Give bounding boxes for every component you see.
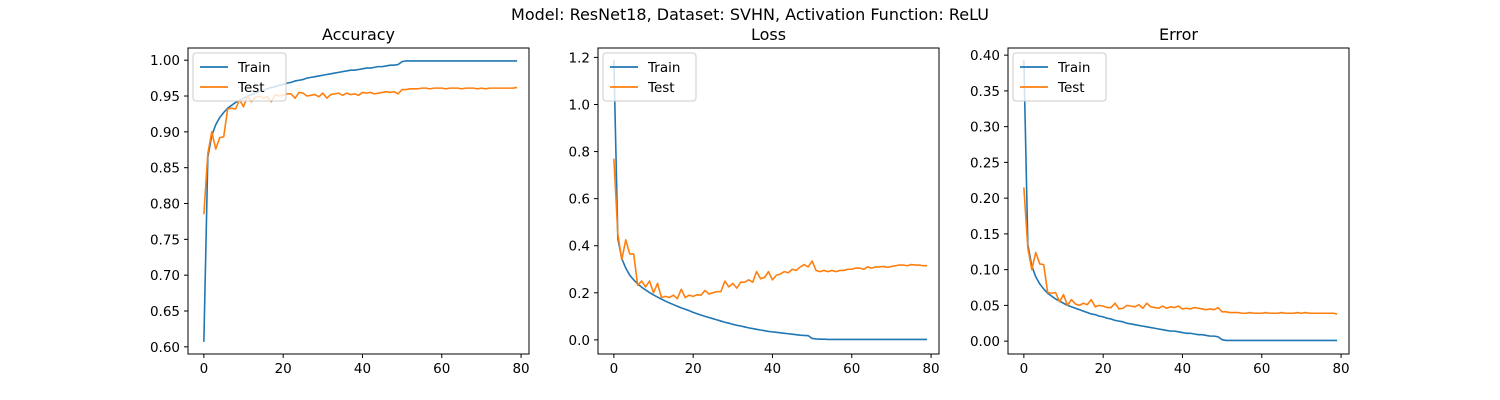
- loss-y-tick-label: 0.8: [569, 145, 590, 161]
- loss-legend-box: [602, 52, 697, 102]
- error-y-tick-label: 0.25: [970, 155, 1000, 171]
- loss-series-test-line: [613, 158, 928, 300]
- accuracy-y-tick-label: 0.75: [150, 232, 180, 248]
- error-y-tick-label: 0.10: [970, 263, 1000, 279]
- accuracy-y-tick-label: 0.80: [150, 197, 180, 213]
- error-legend-test-label: Test: [1057, 80, 1085, 96]
- error-x-tick-label: 0: [1020, 361, 1029, 377]
- loss-x-tick-label: 60: [843, 361, 860, 377]
- accuracy-y-tick-label: 0.70: [150, 268, 180, 284]
- error-y-tick-label: 0.40: [970, 48, 1000, 64]
- error-y-tick-label: 0.35: [970, 84, 1000, 100]
- error-title: Error: [1159, 25, 1198, 44]
- loss-y-tick-label: 1.2: [569, 50, 590, 66]
- error-legend: Train Test: [1012, 52, 1107, 102]
- accuracy-x-tick-label: 20: [275, 361, 292, 377]
- loss-legend: Train Test: [602, 52, 697, 102]
- error-series-test-line: [1023, 187, 1338, 315]
- accuracy-x-tick-label: 60: [433, 361, 450, 377]
- loss-x-tick-label: 20: [685, 361, 702, 377]
- error-x-tick-label: 60: [1253, 361, 1270, 377]
- error-axes-frame: [1007, 47, 1350, 355]
- loss-y-tick-label: 0.2: [569, 286, 590, 302]
- loss-x-tick-label: 40: [764, 361, 781, 377]
- loss-x-tick-label: 0: [610, 361, 619, 377]
- accuracy-y-tick-label: 0.95: [150, 89, 180, 105]
- error-legend-train-label: Train: [1057, 60, 1090, 76]
- error-y-tick-label: 0.30: [970, 120, 1000, 136]
- accuracy-y-tick-label: 1.00: [150, 53, 180, 69]
- loss-legend-test-label: Test: [647, 80, 675, 96]
- accuracy-y-tick-label: 0.85: [150, 161, 180, 177]
- loss-axes-frame: [597, 47, 940, 355]
- figure-title: Model: ResNet18, Dataset: SVHN, Activati…: [511, 5, 989, 24]
- loss-x-tick-label: 80: [922, 361, 939, 377]
- accuracy-x-tick-label: 40: [354, 361, 371, 377]
- error-x-tick-label: 80: [1332, 361, 1349, 377]
- error-y-tick-label: 0.05: [970, 298, 1000, 314]
- accuracy-title: Accuracy: [322, 25, 395, 44]
- loss-y-tick-label: 0.6: [569, 192, 590, 208]
- accuracy-y-tick-label: 0.60: [150, 340, 180, 356]
- accuracy-legend-box: [192, 52, 287, 102]
- error-x-tick-label: 20: [1095, 361, 1112, 377]
- accuracy-legend-test-label: Test: [237, 80, 265, 96]
- error-series-train-line: [1023, 60, 1338, 342]
- accuracy-y-tick-label: 0.65: [150, 304, 180, 320]
- loss-series-train-line: [613, 59, 928, 341]
- loss-legend-train-label: Train: [647, 60, 680, 76]
- accuracy-y-tick-label: 0.90: [150, 125, 180, 141]
- error-y-tick-label: 0.20: [970, 191, 1000, 207]
- accuracy-legend: Train Test: [192, 52, 287, 102]
- loss-title: Loss: [751, 25, 786, 44]
- loss-y-tick-label: 0.0: [569, 333, 590, 349]
- error-y-tick-label: 0.15: [970, 227, 1000, 243]
- error-y-tick-label: 0.00: [970, 334, 1000, 350]
- loss-y-tick-label: 1.0: [569, 97, 590, 113]
- error-x-tick-label: 40: [1174, 361, 1191, 377]
- accuracy-x-tick-label: 80: [512, 361, 529, 377]
- accuracy-axes-frame: [187, 47, 530, 355]
- loss-y-tick-label: 0.4: [569, 239, 590, 255]
- error-legend-box: [1012, 52, 1107, 102]
- accuracy-x-tick-label: 0: [200, 361, 209, 377]
- accuracy-legend-train-label: Train: [237, 60, 270, 76]
